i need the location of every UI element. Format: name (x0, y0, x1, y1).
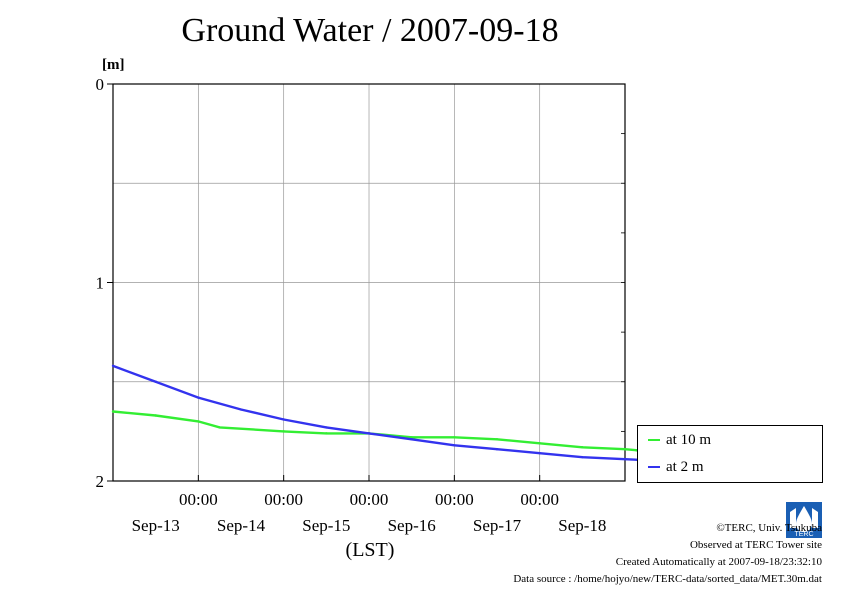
series-0-point-3 (218, 426, 221, 429)
y-tick-label-0: 0 (96, 75, 105, 94)
series-1-point-5 (325, 426, 328, 429)
series-1-point-10 (538, 452, 541, 455)
legend: at 10 m at 2 m (637, 425, 823, 483)
grid-lines (113, 84, 625, 481)
y-tick-label-2: 2 (96, 472, 105, 491)
x-time-label-2: 00:00 (350, 490, 389, 509)
x-date-label-4: Sep-17 (473, 516, 522, 535)
x-time-label-0: 00:00 (179, 490, 218, 509)
series-0-point-9 (495, 438, 499, 441)
series-0-point-1 (154, 414, 157, 417)
terc-logo-icon: TERC (786, 502, 822, 538)
legend-label-2m: at 2 m (666, 458, 704, 475)
series-0-point-11 (581, 446, 584, 449)
series-lines (111, 364, 710, 465)
x-time-label-4: 00:00 (520, 490, 559, 509)
x-time-label-1: 00:00 (264, 490, 303, 509)
y-axis-unit: [m] (102, 57, 125, 73)
legend-swatch-2m (648, 466, 660, 468)
footer-copyright: ©TERC, Univ. Tsukuba (716, 522, 822, 534)
series-1-point-2 (197, 396, 200, 399)
x-ticks: 00:00 00:00 00:00 00:00 00:00 Sep-13 Sep-14 Sep… (132, 475, 606, 535)
series-1-point-3 (239, 408, 243, 411)
series-0-point-4 (282, 430, 285, 433)
series-0-point-5 (325, 432, 328, 435)
footer-observed: Observed at TERC Tower site (689, 539, 822, 551)
x-date-label-5: Sep-18 (558, 516, 606, 535)
y-tick-label-1: 1 (96, 274, 105, 293)
series-1-point-9 (495, 448, 499, 451)
series-line-0 (112, 410, 709, 457)
series-1-point-8 (453, 444, 456, 447)
footer-created: Created Automatically at 2007-09-18/23:3… (615, 556, 822, 568)
legend-item-2m: at 2 m (648, 457, 704, 477)
series-1-point-12 (623, 457, 627, 461)
y-ticks: 0 1 2 (96, 75, 625, 491)
x-axis-label: (LST) (346, 539, 395, 561)
x-date-label-0: Sep-13 (132, 516, 180, 535)
series-0-point-7 (410, 436, 413, 439)
series-1-point-11 (581, 455, 584, 459)
x-date-label-1: Sep-14 (217, 516, 266, 535)
series-1-point-0 (111, 364, 115, 368)
series-1-point-6 (367, 432, 371, 435)
series-1-point-7 (410, 438, 413, 441)
x-date-label-2: Sep-15 (302, 516, 350, 535)
logo-text: TERC (794, 531, 813, 538)
legend-swatch-10m (648, 439, 660, 441)
footer-source: Data source : /home/hojyo/new/TERC-data/… (513, 573, 822, 585)
series-0-point-12 (623, 448, 627, 451)
series-0-point-2 (197, 420, 200, 423)
x-date-label-3: Sep-16 (388, 516, 436, 535)
legend-label-10m: at 10 m (666, 431, 711, 448)
chart-title: Ground Water / 2007-09-18 (181, 12, 559, 49)
x-time-label-3: 00:00 (435, 490, 474, 509)
series-1-point-4 (282, 418, 285, 421)
series-0-point-0 (111, 410, 115, 413)
series-0-point-10 (538, 442, 541, 445)
legend-item-10m: at 10 m (648, 430, 711, 450)
series-0-point-8 (453, 436, 456, 439)
series-1-point-1 (154, 380, 157, 383)
